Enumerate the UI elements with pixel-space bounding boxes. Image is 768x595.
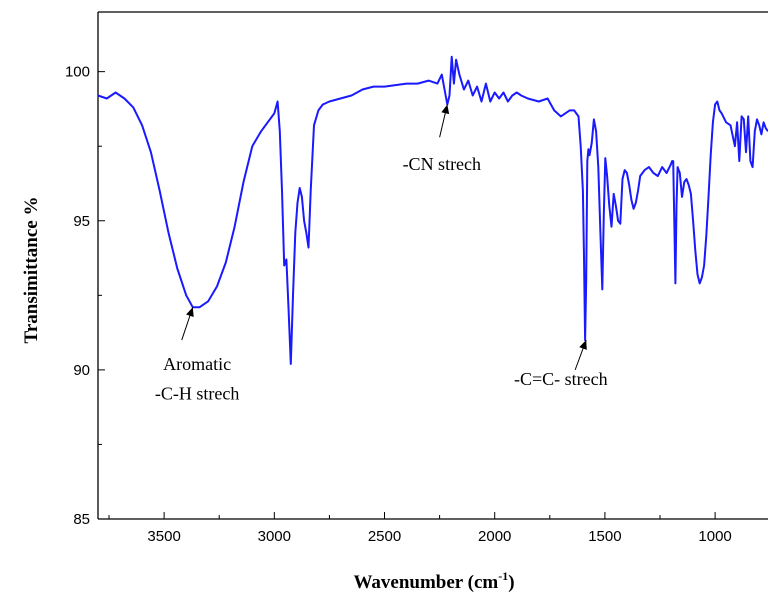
y-tick-label: 90 [73, 362, 90, 379]
spectrum-line [97, 55, 768, 365]
annotations: Aromatic -C-H strech -CN strech -C=C- strec… [155, 104, 608, 404]
annotation-arrow-head [441, 104, 450, 115]
axes [97, 11, 768, 520]
annotation-arrow-head [579, 340, 587, 350]
y-tick-label: 85 [73, 511, 90, 528]
x-axis-title-main: Wavenumber (cm [353, 572, 498, 593]
x-tick-label: 3500 [147, 528, 180, 545]
y-tick-label: 95 [73, 213, 90, 230]
annotation-label: -C=C- strech [514, 369, 608, 389]
y-tick-label: 100 [65, 64, 90, 81]
series-layer [97, 55, 768, 365]
x-tick-label: 2500 [368, 528, 401, 545]
x-axis-title: Wavenumber (cm-1) [353, 569, 514, 593]
annotation-label: Aromatic [163, 354, 231, 374]
annotation-label: -C-H strech [155, 384, 239, 404]
x-tick-label: 1000 [698, 528, 731, 545]
x-axis-title-superscript: -1 [498, 569, 508, 583]
annotation-arrow-head [186, 307, 194, 318]
annotation-label: -CN strech [403, 154, 481, 174]
x-tick-label: 1500 [588, 528, 621, 545]
ticks: 3500 3000 2500 2000 1500 1000 85 90 95 100 [65, 64, 732, 545]
x-tick-label: 2000 [478, 528, 511, 545]
x-axis-title-suffix: ) [508, 572, 514, 593]
x-tick-label: 3000 [258, 528, 291, 545]
y-axis-title: Transimittance % [21, 197, 42, 344]
